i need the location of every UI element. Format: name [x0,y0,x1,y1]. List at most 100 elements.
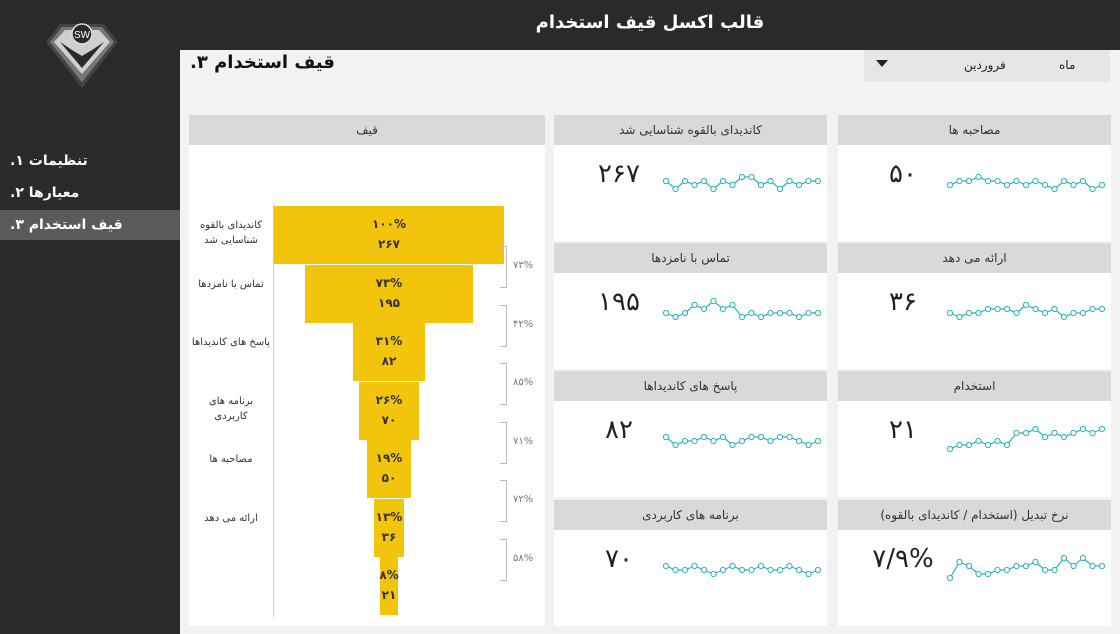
sparkline-point [672,313,679,321]
sparkline-point [975,437,982,445]
conversion-bracket [500,421,507,464]
sparkline-point [956,441,963,449]
sparkline-point [956,313,963,321]
sparkline-point [719,433,727,441]
sparkline-point [662,562,670,570]
sparkline-point [681,177,689,185]
nav-item-settings[interactable]: تنظیمات ۱. [10,153,88,169]
sparkline-point [1060,313,1068,321]
sparkline-point [1070,562,1077,570]
sparkline-point [719,177,727,185]
sparkline-point [975,570,982,578]
sparkline-point [710,570,717,578]
conversion-rate-label: ۷۲% [513,494,534,505]
funnel-bar-value: ۷۰ [381,412,397,427]
sparkline-point [710,437,717,445]
sparkline-point [1041,181,1049,189]
sparkline-point [719,566,727,574]
sparkline-point [776,433,784,441]
sparkline-point [1013,429,1020,437]
kpi-card: استخدام ۲۱ [838,371,1111,497]
funnel-bar-percent: ۳۱% [375,334,403,348]
sparkline-point [1060,177,1068,185]
month-filter[interactable]: فروردین ماه [864,50,1110,82]
kpi-card: مصاحبه ها ۵۰ [838,115,1111,241]
sparkline-point [946,445,954,453]
sparkline-point [1041,433,1049,441]
sparkline-point [1079,554,1087,562]
sparkline-point [738,437,746,445]
sparkline-point [700,177,708,185]
funnel-bar [274,206,504,264]
conversion-rate-label: ۷۱% [513,435,534,447]
kpi-card: کاندیدای بالقوه شناسایی شد ۲۶۷ [554,115,827,241]
funnel-stage-label: برنامه های کاربردی [208,395,254,422]
funnel-stage-label: ارائه می دهد [204,512,258,524]
kpi-title: استخدام [838,371,1111,401]
sparkline-point [814,177,822,185]
sparkline-point [748,309,755,317]
sparkline-point [1079,309,1087,317]
sidebar: SW تنظیمات ۱. معیارها ۲. قیف استخدام ۳. [0,0,180,634]
sparkline-point [805,441,812,449]
sparkline-point [1022,181,1030,189]
sparkline-point [681,309,689,317]
kpi-value: ۱۹۵ [598,287,640,317]
sparkline-point [767,309,774,317]
sparkline-point [729,181,736,189]
sparkline-point [776,309,784,317]
sparkline-point [738,173,746,181]
sparkline-point [1098,562,1106,570]
sparkline-point [1003,181,1011,189]
sparkline-point [1032,177,1039,185]
funnel-stage-label: تماس با نامزدها [198,278,264,290]
sparkline-point [729,562,736,570]
sparkline-point [1060,554,1068,562]
sparkline-point [1013,177,1020,185]
sparkline-point [946,181,954,189]
sparkline-point [1051,185,1058,193]
conversion-rate-label: ۷۳% [513,260,534,271]
funnel-bar [353,323,425,381]
sparkline-chart [662,562,822,578]
funnel-bar-percent: ۷۳% [375,275,403,290]
kpi-card: برنامه های کاربردی ۷۰ [554,500,827,626]
sparkline-point [710,297,717,305]
app-title: قالب اکسل قیف استخدام [180,0,1120,50]
kpi-value: ۳۶ [889,287,917,317]
sparkline-point [767,566,774,574]
nav-item-metrics[interactable]: معیارها ۲. [10,185,80,201]
sparkline-point [786,562,793,570]
month-filter-label: ماه [1059,58,1076,72]
sparkline-point [994,566,1001,574]
kpi-title: نرخ تبدیل (استخدام / کاندیدای بالقوه) [838,500,1111,530]
month-filter-value[interactable]: فروردین [964,58,1006,72]
chevron-down-icon[interactable] [876,60,888,67]
kpi-value: ۲۶۷ [598,159,640,189]
nav-item-recruitment-funnel[interactable]: قیف استخدام ۳. [0,210,180,240]
sparkline-point [776,185,784,193]
kpi-value: ۲۱ [889,415,917,445]
conversion-rate-label: ۴۲% [513,318,534,330]
diamond-logo-icon: SW [46,23,118,88]
sparkline-point [672,441,679,449]
conversion-bracket [500,363,507,405]
sparkline-point [1060,433,1068,441]
funnel-bar-percent: ۲۶% [375,392,403,407]
sparkline-point [1041,566,1049,574]
sparkline-point [662,433,670,441]
sparkline-point [814,437,822,445]
sparkline-point [738,313,746,321]
sparkline-point [786,309,793,317]
sparkline-point [946,574,954,582]
sparkline-point [1089,185,1096,193]
sparkline-point [795,566,803,574]
sparkline-point [994,437,1001,445]
funnel-bar-value: ۵۰ [381,471,397,485]
sparkline-point [1089,305,1096,313]
sparkline-point [994,177,1001,185]
funnel-bar-percent: ۱۳% [375,509,403,524]
conversion-rate-label: ۵۸% [513,552,534,564]
sparkline-point [748,433,755,441]
sparkline-point [1013,309,1020,317]
